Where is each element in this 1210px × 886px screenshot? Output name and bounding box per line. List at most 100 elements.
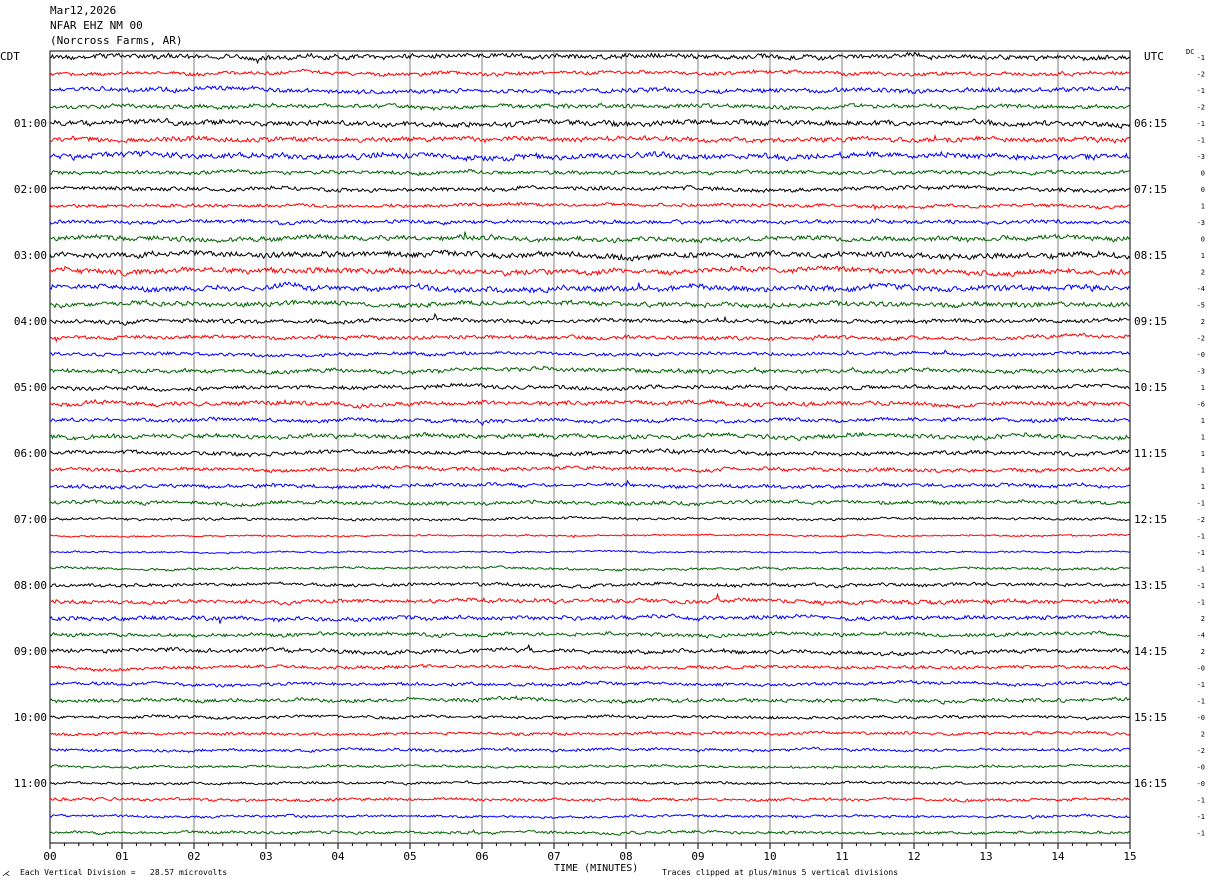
x-tick-label: 11 bbox=[835, 850, 848, 863]
dc-offset-label: -4 bbox=[1197, 632, 1205, 640]
dc-offset-label: -1 bbox=[1197, 797, 1205, 805]
dc-offset-label: -1 bbox=[1197, 566, 1205, 574]
dc-offset-label: 1 bbox=[1201, 467, 1205, 475]
dc-offset-label: -0 bbox=[1197, 665, 1205, 673]
cdt-hour-label: 03:00 bbox=[14, 249, 47, 262]
corner-mark: ⋌ bbox=[2, 869, 10, 878]
utc-hour-label: 16:15 bbox=[1134, 777, 1167, 790]
cdt-hour-label: 10:00 bbox=[14, 711, 47, 724]
trace-line bbox=[49, 565, 1131, 572]
trace-line bbox=[49, 549, 1131, 555]
x-tick-label: 08 bbox=[619, 850, 632, 863]
trace-line bbox=[49, 133, 1131, 144]
dc-offset-label: 1 bbox=[1201, 252, 1205, 260]
cdt-hour-label: 06:00 bbox=[14, 447, 47, 460]
dc-offset-label: -2 bbox=[1197, 335, 1205, 343]
left-timezone-label: CDT bbox=[0, 50, 20, 63]
trace-line bbox=[49, 515, 1131, 522]
trace-line bbox=[49, 796, 1131, 803]
trace-line bbox=[49, 479, 1131, 490]
trace-line bbox=[50, 118, 1131, 129]
trace-line bbox=[49, 382, 1131, 392]
trace-line bbox=[49, 365, 1131, 376]
dc-offset-label: 0 bbox=[1201, 170, 1205, 178]
x-tick-label: 05 bbox=[403, 850, 416, 863]
dc-offset-label: 0 bbox=[1201, 236, 1205, 244]
trace-line bbox=[50, 349, 1131, 358]
dc-offset-label: -1 bbox=[1197, 681, 1205, 689]
trace-line bbox=[49, 581, 1131, 589]
dc-offset-label: 1 bbox=[1201, 450, 1205, 458]
trace-line bbox=[49, 299, 1131, 309]
plot-frame bbox=[49, 50, 1131, 844]
dc-offset-label: -1 bbox=[1197, 120, 1205, 128]
cdt-hour-label: 02:00 bbox=[14, 183, 47, 196]
utc-hour-label: 08:15 bbox=[1134, 249, 1167, 262]
trace-line bbox=[49, 281, 1131, 294]
dc-offset-label: 2 bbox=[1201, 731, 1205, 739]
x-tick-label: 15 bbox=[1123, 850, 1136, 863]
dc-offset-label: -2 bbox=[1197, 747, 1205, 755]
dc-offset-label: 2 bbox=[1201, 318, 1205, 326]
trace-line bbox=[49, 679, 1131, 688]
dc-offset-label: -5 bbox=[1197, 302, 1205, 310]
utc-hour-label: 12:15 bbox=[1134, 513, 1167, 526]
right-timezone-label: UTC bbox=[1144, 50, 1164, 63]
dc-offset-label: 2 bbox=[1201, 269, 1205, 277]
trace-line bbox=[49, 68, 1131, 78]
dc-offset-label: 0 bbox=[1201, 186, 1205, 194]
dc-offset-label: -1 bbox=[1197, 582, 1205, 590]
trace-line bbox=[49, 312, 1131, 326]
record-date: Mar12,2026 bbox=[50, 4, 117, 17]
dc-header-label: DC bbox=[1186, 48, 1195, 56]
dc-offset-label: -0 bbox=[1197, 351, 1205, 359]
trace-line bbox=[49, 218, 1131, 226]
dc-offset-label: -3 bbox=[1197, 153, 1205, 161]
trace-line bbox=[49, 184, 1131, 194]
x-tick-label: 04 bbox=[331, 850, 345, 863]
cdt-hour-label: 07:00 bbox=[14, 513, 47, 526]
dc-offset-label: -0 bbox=[1197, 764, 1205, 772]
utc-hour-label: 09:15 bbox=[1134, 315, 1167, 328]
utc-hour-label: 14:15 bbox=[1134, 645, 1167, 658]
x-axis-title: TIME (MINUTES) bbox=[554, 863, 639, 874]
trace-line bbox=[49, 663, 1131, 672]
cdt-hour-label: 04:00 bbox=[14, 315, 47, 328]
vertical-division-note: Each Vertical Division = 28.57 microvolt… bbox=[20, 868, 228, 877]
dc-offset-label: -0 bbox=[1197, 714, 1205, 722]
x-tick-label: 14 bbox=[1051, 850, 1065, 863]
trace-line bbox=[49, 499, 1131, 508]
dc-offset-label: 1 bbox=[1201, 483, 1205, 491]
x-tick-label: 00 bbox=[43, 850, 56, 863]
x-tick-label: 06 bbox=[475, 850, 488, 863]
dc-offset-label: -3 bbox=[1197, 368, 1205, 376]
dc-offset-label: -6 bbox=[1197, 401, 1205, 409]
utc-hour-label: 13:15 bbox=[1134, 579, 1167, 592]
dc-offset-label: -1 bbox=[1197, 813, 1205, 821]
trace-line bbox=[49, 763, 1131, 770]
cdt-hour-label: 05:00 bbox=[14, 381, 47, 394]
trace-line bbox=[49, 201, 1131, 211]
trace-line bbox=[49, 730, 1131, 737]
trace-line bbox=[49, 465, 1131, 474]
cdt-hour-label: 08:00 bbox=[14, 579, 47, 592]
dc-offset-label: -1 bbox=[1197, 698, 1205, 706]
trace-line bbox=[49, 829, 1131, 836]
trace-line bbox=[49, 85, 1131, 96]
dc-offset-label: 1 bbox=[1201, 434, 1205, 442]
trace-line bbox=[49, 398, 1131, 410]
trace-line bbox=[49, 592, 1131, 606]
dc-offset-label: -2 bbox=[1197, 104, 1205, 112]
trace-line bbox=[49, 431, 1131, 442]
dc-offset-label: -2 bbox=[1197, 516, 1205, 524]
dc-offset-label: 1 bbox=[1201, 203, 1205, 211]
trace-line bbox=[49, 533, 1131, 539]
dc-offset-label: 1 bbox=[1201, 384, 1205, 392]
x-tick-label: 09 bbox=[691, 850, 704, 863]
dc-offset-label: -1 bbox=[1197, 137, 1205, 145]
dc-offset-label: 1 bbox=[1201, 417, 1205, 425]
trace-line bbox=[49, 630, 1131, 639]
trace-line bbox=[49, 780, 1131, 786]
utc-hour-label: 10:15 bbox=[1134, 381, 1167, 394]
